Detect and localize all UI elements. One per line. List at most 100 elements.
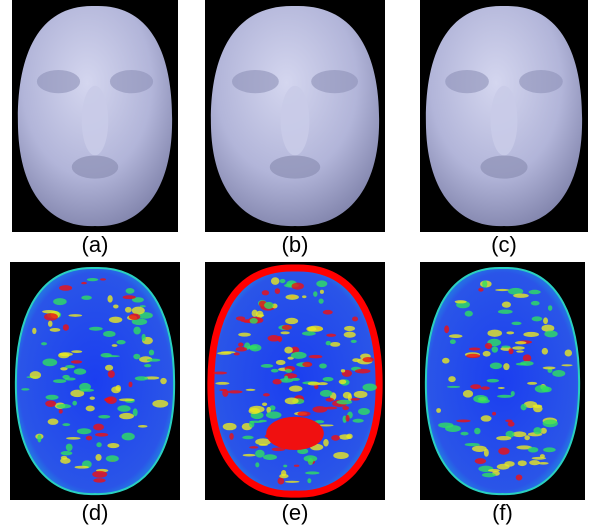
heat-spot xyxy=(533,405,543,408)
heat-spot xyxy=(249,446,258,448)
heat-spot xyxy=(117,405,130,412)
heat-spot xyxy=(442,358,449,364)
heat-spot xyxy=(280,279,286,283)
heat-spot xyxy=(48,419,59,425)
heat-spot xyxy=(333,452,349,459)
heat-spot xyxy=(95,454,101,461)
nose xyxy=(491,86,518,156)
heat-spot xyxy=(65,365,75,368)
panel-label: (c) xyxy=(491,232,517,257)
heat-spot xyxy=(74,368,86,374)
heat-spot xyxy=(323,310,333,315)
mouth xyxy=(480,155,527,178)
heat-spot xyxy=(492,412,496,416)
heat-spot xyxy=(271,369,279,373)
heat-spot xyxy=(448,376,455,382)
heat-spot xyxy=(482,473,496,478)
heat-spot xyxy=(316,280,327,287)
heat-spot xyxy=(474,428,480,435)
heat-spot xyxy=(30,371,41,379)
heat-spot xyxy=(45,400,56,407)
heat-spot xyxy=(275,288,280,294)
heat-spot xyxy=(309,355,323,359)
heat-spot xyxy=(222,389,228,397)
heat-spot xyxy=(98,415,110,418)
heat-spot xyxy=(66,437,81,440)
heat-spot xyxy=(68,314,82,317)
heat-spot xyxy=(358,408,370,415)
heat-spot xyxy=(520,361,534,366)
heat-spot xyxy=(289,386,303,392)
heat-spot xyxy=(456,419,471,422)
heat-spot xyxy=(561,364,572,366)
heat-spot xyxy=(108,370,115,378)
heat-spot xyxy=(523,354,532,361)
heat-spot xyxy=(485,343,492,349)
heat-spot xyxy=(511,322,521,326)
heat-spot xyxy=(450,339,456,344)
heat-spot xyxy=(250,318,258,324)
heat-spot xyxy=(543,317,548,324)
heat-spot xyxy=(63,324,69,331)
heat-spot xyxy=(542,387,552,393)
heat-spot xyxy=(346,434,352,439)
heat-spot xyxy=(242,436,253,440)
heat-spot xyxy=(285,318,298,324)
heat-spot xyxy=(352,419,363,423)
heat-spot xyxy=(521,404,527,410)
heat-spot xyxy=(53,298,67,305)
heat-spot xyxy=(113,304,119,308)
heat-spot xyxy=(523,332,539,337)
heat-spot xyxy=(81,282,87,284)
heat-spot xyxy=(492,346,499,352)
page: (a)(b)(c)(d)(e)(f) (() => { const data =… xyxy=(0,0,589,531)
panel-label: (d) xyxy=(82,500,109,525)
panel xyxy=(420,262,585,500)
mouth xyxy=(270,155,320,178)
heat-spot xyxy=(529,290,541,294)
heat-spot xyxy=(42,359,57,367)
heat-spot xyxy=(215,382,229,385)
heat-spot xyxy=(436,408,441,413)
heat-spot xyxy=(105,365,113,371)
heat-spot xyxy=(504,461,514,467)
panel xyxy=(10,262,180,500)
heat-spot xyxy=(249,421,254,428)
heat-spot xyxy=(125,307,132,313)
heat-spot xyxy=(319,299,324,304)
heat-spot xyxy=(238,333,251,337)
heat-spot xyxy=(129,314,140,320)
heat-spot xyxy=(531,301,540,306)
heat-spot xyxy=(282,325,292,330)
heat-spot xyxy=(128,382,132,388)
heat-spot xyxy=(92,471,107,478)
heat-spot xyxy=(246,389,256,391)
heat-spot xyxy=(509,348,514,354)
heat-spot xyxy=(343,392,352,399)
heat-spot xyxy=(470,384,481,389)
heat-spot xyxy=(263,454,277,460)
heat-spot xyxy=(354,391,368,398)
heat-spot xyxy=(86,406,95,412)
heat-spot xyxy=(95,433,108,437)
heat-spot xyxy=(350,398,359,401)
heat-spot xyxy=(90,396,95,399)
heat-spot xyxy=(503,363,509,370)
heat-spot xyxy=(46,395,59,400)
heat-spot xyxy=(50,328,61,332)
heat-spot xyxy=(262,290,269,295)
heat-spot xyxy=(326,334,336,337)
heat-spot xyxy=(236,316,245,320)
heat-spot xyxy=(72,401,77,406)
heat-spot xyxy=(490,362,502,369)
heat-spot xyxy=(478,288,483,292)
heat-spot xyxy=(285,294,298,299)
mouth-hot xyxy=(266,417,324,450)
heat-spot xyxy=(238,342,243,346)
heat-spot xyxy=(160,378,167,384)
heat-spot xyxy=(463,390,473,398)
heat-spot xyxy=(344,326,355,331)
heat-spot xyxy=(132,307,145,315)
heat-spot xyxy=(263,393,270,396)
heat-spot xyxy=(460,432,468,436)
